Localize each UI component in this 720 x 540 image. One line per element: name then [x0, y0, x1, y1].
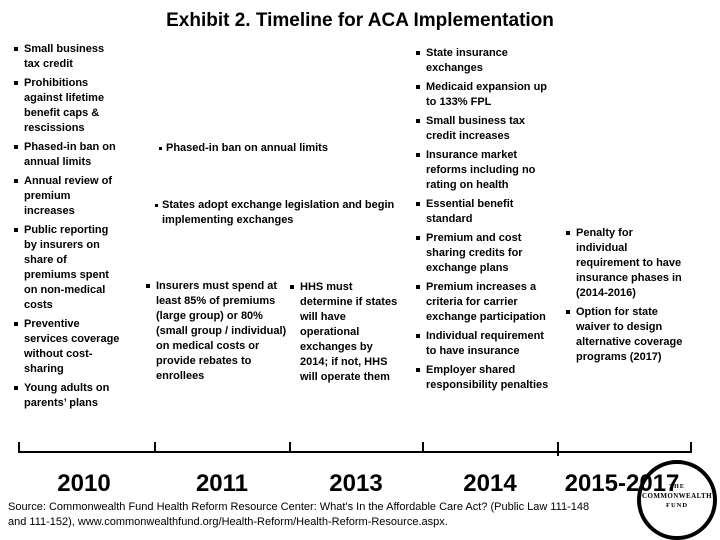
logo-text-commonwealth: COMMONWEALTH — [642, 492, 712, 500]
list-item: Public reporting by insurers on share of… — [14, 223, 122, 313]
page-title: Exhibit 2. Timeline for ACA Implementati… — [166, 10, 554, 31]
list-item: Penalty for individual requirement to ha… — [566, 226, 684, 301]
list-item: State insurance exchanges — [416, 46, 550, 76]
source-line-1: Source: Commonwealth Fund Health Reform … — [8, 501, 590, 513]
list-item: Small business tax credit increases — [416, 114, 550, 144]
list-item: HHS must determine if states will have o… — [290, 280, 398, 385]
timeline-tick — [18, 442, 20, 451]
note-states-exchanges: States adopt exchange legislation and be… — [154, 198, 418, 228]
timeline-tick — [289, 442, 291, 451]
list-2010: Small business tax credit Prohibitions a… — [14, 42, 122, 415]
list-item: Option for state waiver to design altern… — [566, 305, 684, 365]
list-item: Premium increases a criteria for carrier… — [416, 280, 550, 325]
timeline-tick — [154, 442, 156, 451]
list-insurers-2011: Insurers must spend at least 85% of prem… — [146, 279, 292, 388]
source-line-2: and 111-152), www.commonwealthfund.org/H… — [8, 516, 448, 528]
list-2015-2017: Penalty for individual requirement to ha… — [566, 226, 684, 369]
timeline-year-labels: 2010 2011 2013 2014 2015-2017 — [0, 470, 720, 500]
list-item: Medicaid expansion up to 133% FPL — [416, 80, 550, 110]
timeline-tick — [690, 442, 692, 451]
list-item: Individual requirement to have insurance — [416, 329, 550, 359]
commonwealth-fund-logo: THE COMMONWEALTH FUND — [637, 460, 717, 540]
list-item: Small business tax credit — [14, 42, 122, 72]
note-phased-in-ban: Phased-in ban on annual limits — [158, 141, 348, 156]
year-label-2010: 2010 — [57, 470, 111, 497]
year-label-2013: 2013 — [329, 470, 383, 497]
list-item: Employer shared responsibility penalties — [416, 363, 550, 393]
timeline-tick — [422, 442, 424, 451]
year-label-2014: 2014 — [463, 470, 517, 497]
logo-text-fund: FUND — [665, 502, 689, 509]
year-label-2011: 2011 — [195, 470, 249, 497]
list-item: Preventive services coverage without cos… — [14, 317, 122, 377]
list-item: Premium and cost sharing credits for exc… — [416, 231, 550, 276]
list-item: Young adults on parents’ plans — [14, 381, 122, 411]
source-note: Source: Commonwealth Fund Health Reform … — [8, 500, 688, 530]
logo-text-the: THE — [669, 484, 685, 490]
list-2014: State insurance exchanges Medicaid expan… — [416, 46, 550, 397]
timeline-axis — [18, 442, 692, 456]
list-item: Essential benefit standard — [416, 197, 550, 227]
list-item: Insurers must spend at least 85% of prem… — [146, 279, 292, 384]
list-hhs-2013: HHS must determine if states will have o… — [290, 280, 398, 389]
timeline-tick — [557, 442, 559, 456]
list-item: Annual review of premium increases — [14, 174, 122, 219]
list-item: Prohibitions against lifetime benefit ca… — [14, 76, 122, 136]
list-item: Phased-in ban on annual limits — [14, 140, 122, 170]
list-item: Insurance market reforms including no ra… — [416, 148, 550, 193]
